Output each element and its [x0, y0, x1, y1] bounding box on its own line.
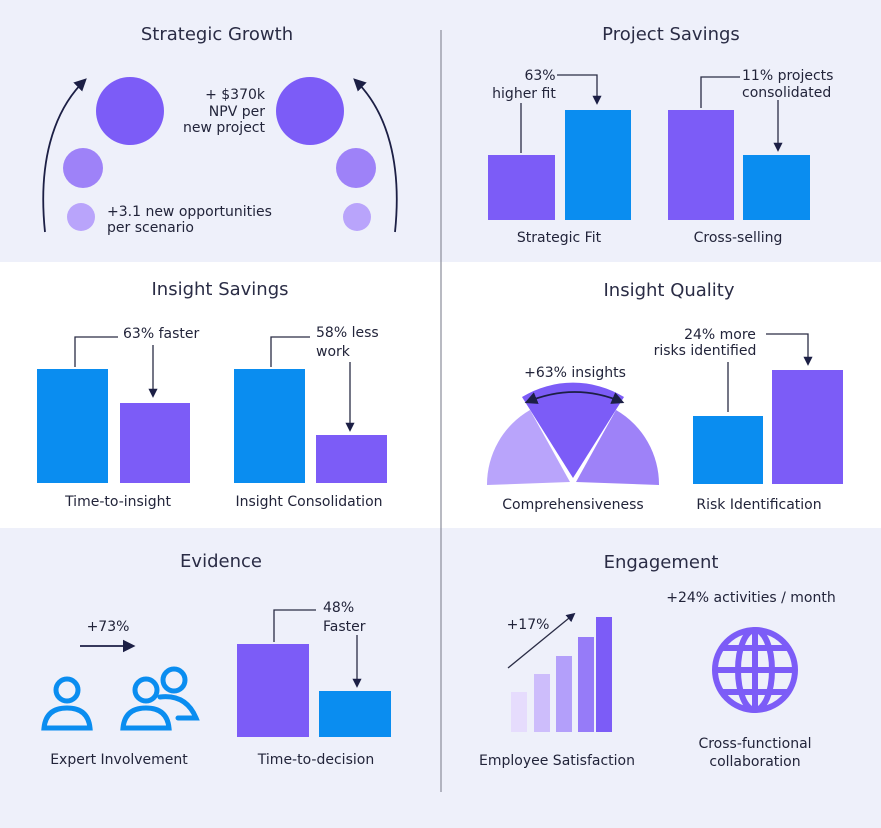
panel-title: Project Savings: [602, 24, 740, 45]
label: Comprehensiveness: [502, 497, 643, 513]
note: +17%: [507, 617, 550, 633]
label: Expert Involvement: [50, 752, 188, 768]
panel-insight-quality: Insight Quality +63% insights 24% more r…: [486, 280, 843, 513]
note: per scenario: [107, 220, 194, 236]
label: Time-to-decision: [257, 752, 374, 768]
label: Time-to-insight: [64, 494, 171, 510]
label: collaboration: [709, 754, 800, 770]
note: +73%: [87, 619, 130, 635]
label: Cross-selling: [694, 230, 783, 246]
note: 58% less: [316, 325, 379, 341]
label: Cross-functional: [698, 736, 811, 752]
note: work: [316, 344, 351, 360]
panel-title: Engagement: [604, 552, 719, 573]
panel-title: Insight Quality: [603, 280, 734, 301]
note: risks identified: [654, 343, 757, 359]
note: 11% projects: [742, 68, 833, 84]
note: +24% activities / month: [666, 590, 835, 606]
note: 63% faster: [123, 326, 199, 342]
note: 63%: [524, 68, 555, 84]
label: Strategic Fit: [517, 230, 602, 246]
panel-title: Strategic Growth: [141, 24, 293, 45]
panel-engagement: Engagement +24% activities / month +17% …: [479, 552, 836, 770]
note: higher fit: [492, 86, 556, 102]
note: 24% more: [684, 327, 756, 343]
panel-insight-savings: Insight Savings 63% faster 58% less work…: [37, 279, 387, 510]
note: new project: [183, 120, 265, 136]
panel-title: Evidence: [180, 551, 262, 572]
note: NPV per: [209, 104, 265, 120]
globe-icon: [712, 627, 798, 713]
panel-strategic-growth: Strategic Growth + $370k NPV per new pro…: [42, 24, 398, 236]
panel-title: Insight Savings: [151, 279, 288, 300]
note: +3.1 new opportunities: [107, 204, 272, 220]
note: +63% insights: [524, 365, 626, 381]
note: Faster: [323, 619, 366, 635]
panel-project-savings: Project Savings 63% higher fit 11% proje…: [488, 24, 833, 246]
label: Risk Identification: [696, 497, 821, 513]
note: + $370k: [205, 87, 266, 103]
note: 48%: [323, 600, 354, 616]
panel-evidence: Evidence +73% 48% Faster Expert Involvem…: [41, 551, 391, 768]
label: Insight Consolidation: [235, 494, 382, 510]
label: Employee Satisfaction: [479, 753, 635, 769]
people-icons: [41, 666, 200, 731]
note: consolidated: [742, 85, 831, 101]
